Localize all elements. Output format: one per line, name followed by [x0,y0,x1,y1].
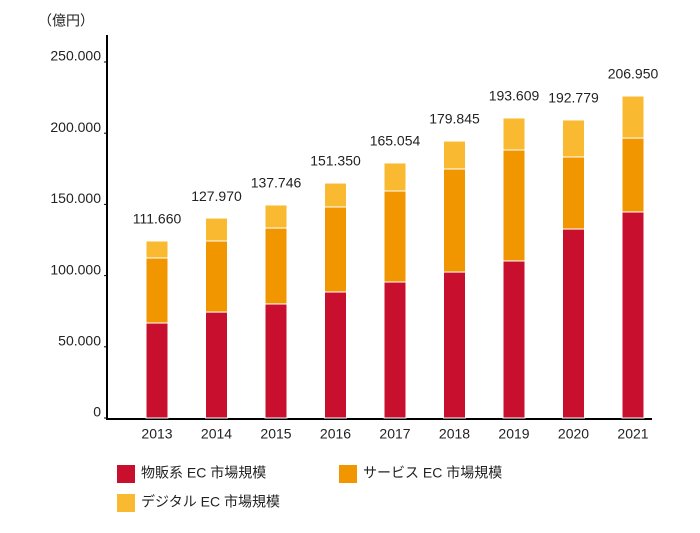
total-label: 206.950 [608,66,659,82]
bar-segment [324,206,347,293]
bar-segment [383,281,407,419]
x-tick-label: 2019 [498,426,529,442]
total-label: 165.054 [370,133,421,149]
y-tick-label: 200.000 [50,119,101,135]
x-tick-label: 2021 [617,426,648,442]
bar-segment [502,260,526,419]
x-tick-label: 2013 [141,426,172,442]
y-tick-label: 250.000 [50,48,101,64]
y-axis-label: （億円） [38,13,94,29]
bar-segment [502,149,526,262]
x-tick-label: 2017 [379,426,410,442]
bar-segment [562,156,585,230]
bar-segment [205,311,228,419]
bar-segment [621,137,645,213]
bar-segment [443,168,466,273]
total-label: 179.845 [429,111,480,127]
total-label: 192.779 [548,90,599,106]
y-tick-label: 100.000 [50,261,101,277]
legend-label: 物販系 EC 市場規模 [141,465,266,481]
bar-segment [264,303,288,419]
bar-segment [562,119,585,158]
x-tick-label: 2020 [558,426,589,442]
x-tick-label: 2015 [260,426,291,442]
bar-segment [205,240,228,313]
bar-segment [145,257,169,324]
total-label: 193.609 [489,88,540,104]
bar-segment [621,211,645,419]
bar-segment [264,227,288,305]
legend-swatch [117,494,135,512]
y-tick-label: 0 [93,404,101,420]
bar-segment [205,217,228,242]
bar-segment [145,322,169,419]
bar-segment [145,240,169,259]
y-tick-label: 50.000 [58,333,101,349]
total-label: 151.350 [310,153,361,169]
bar-segment [383,190,407,283]
legend-label: サービス EC 市場規模 [363,465,502,481]
bar-segment [443,271,466,419]
total-label: 111.660 [133,211,182,227]
bar-segment [562,228,585,419]
x-tick-label: 2014 [201,426,232,442]
total-label: 127.970 [191,188,242,204]
legend-swatch [117,465,135,483]
total-label: 137.746 [251,175,302,191]
legend-label: デジタル EC 市場規模 [141,494,280,510]
bar-segment [324,182,347,208]
x-tick-label: 2018 [439,426,470,442]
bar-segment [383,162,407,192]
x-tick-label: 2016 [320,426,351,442]
bar-segment [621,95,645,139]
bar-segment [324,291,347,419]
bar-segment [502,117,526,151]
bar-segment [264,204,288,229]
legend-swatch [339,465,357,483]
bar-segment [443,140,466,170]
y-tick-label: 150.000 [50,190,101,206]
